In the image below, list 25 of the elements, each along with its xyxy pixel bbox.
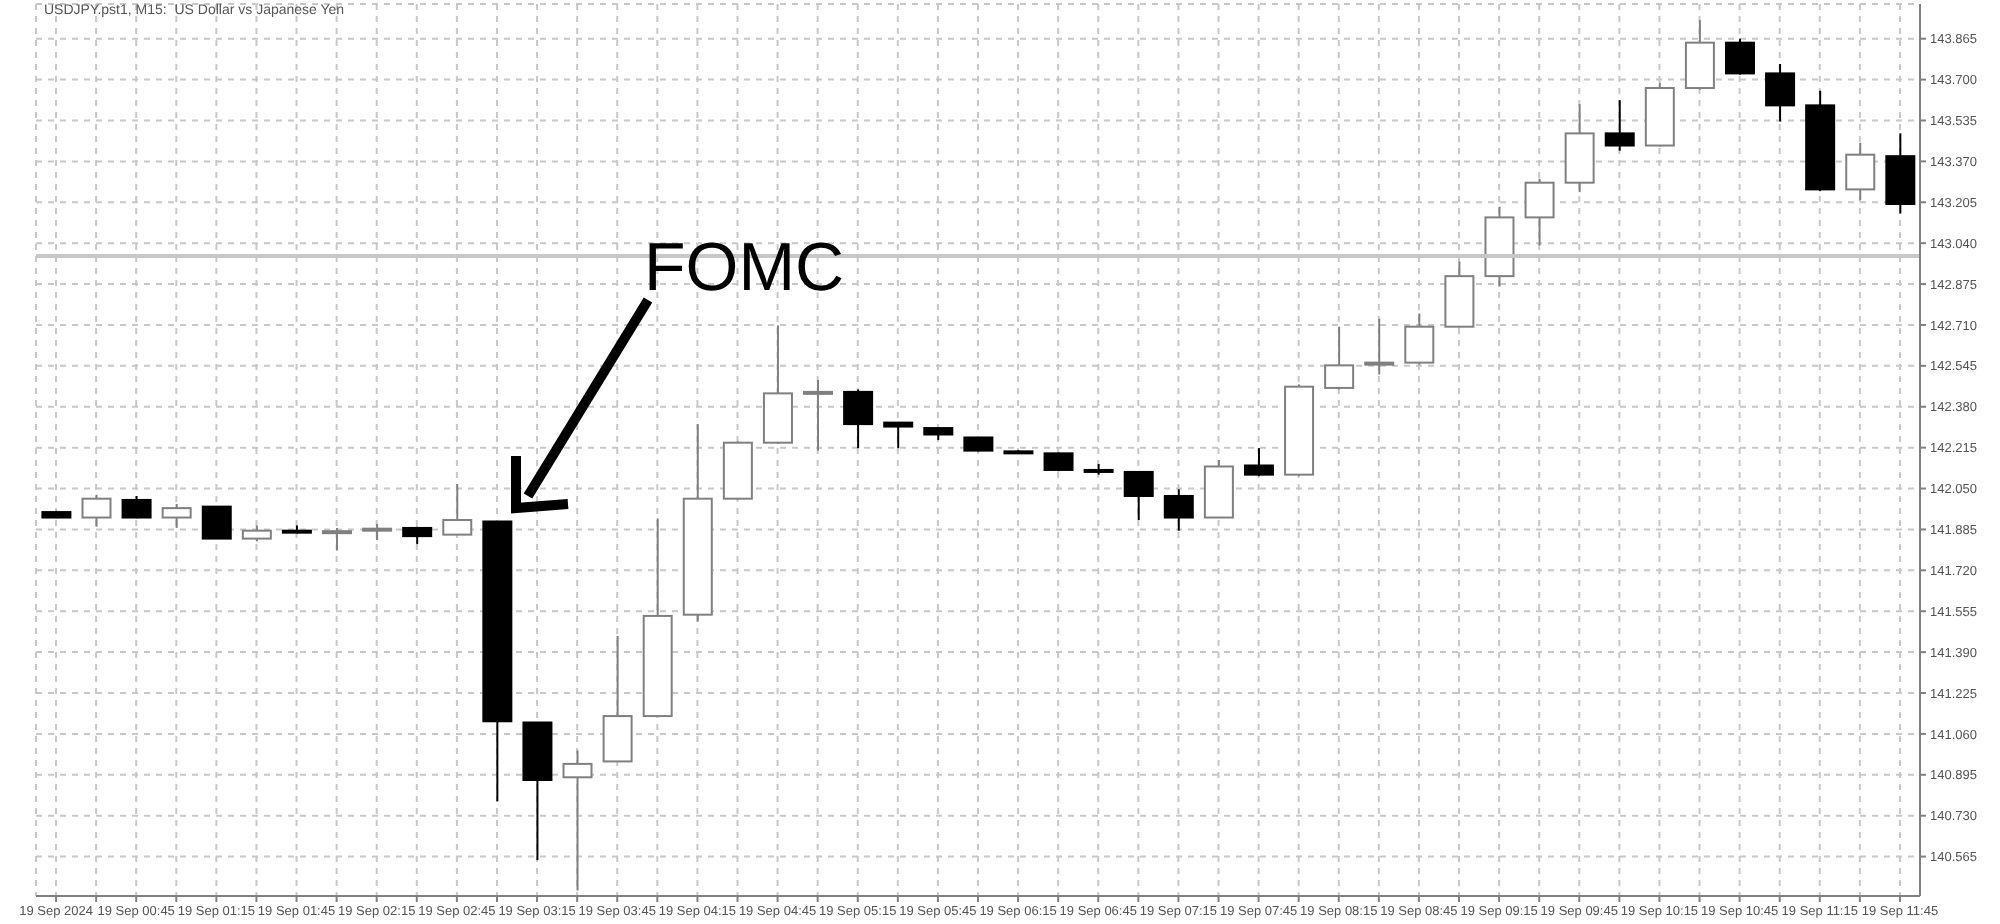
candlestick <box>1604 99 1635 152</box>
candlestick <box>81 493 112 528</box>
candlestick <box>602 635 633 763</box>
candlestick <box>883 421 914 450</box>
candlestick <box>803 378 834 452</box>
candlestick <box>1524 177 1555 247</box>
candlestick <box>1243 447 1274 478</box>
candlestick <box>322 526 353 552</box>
candlestick <box>442 483 473 536</box>
candlestick <box>1885 132 1916 215</box>
candlestick <box>121 494 152 520</box>
candlestick <box>1364 317 1395 376</box>
candlestick <box>1684 19 1715 91</box>
candlestick <box>1765 62 1796 123</box>
candlestick <box>201 505 232 540</box>
candlestick <box>1724 37 1755 76</box>
candlestick <box>1324 325 1355 391</box>
annotation: FOMC <box>644 230 845 306</box>
candlestick <box>562 749 593 892</box>
candlestick <box>1123 470 1154 522</box>
candlestick <box>1404 312 1435 366</box>
candlestick <box>1163 488 1194 532</box>
candlestick <box>843 388 874 450</box>
candlestick <box>1845 141 1876 202</box>
candlestick <box>161 502 192 529</box>
